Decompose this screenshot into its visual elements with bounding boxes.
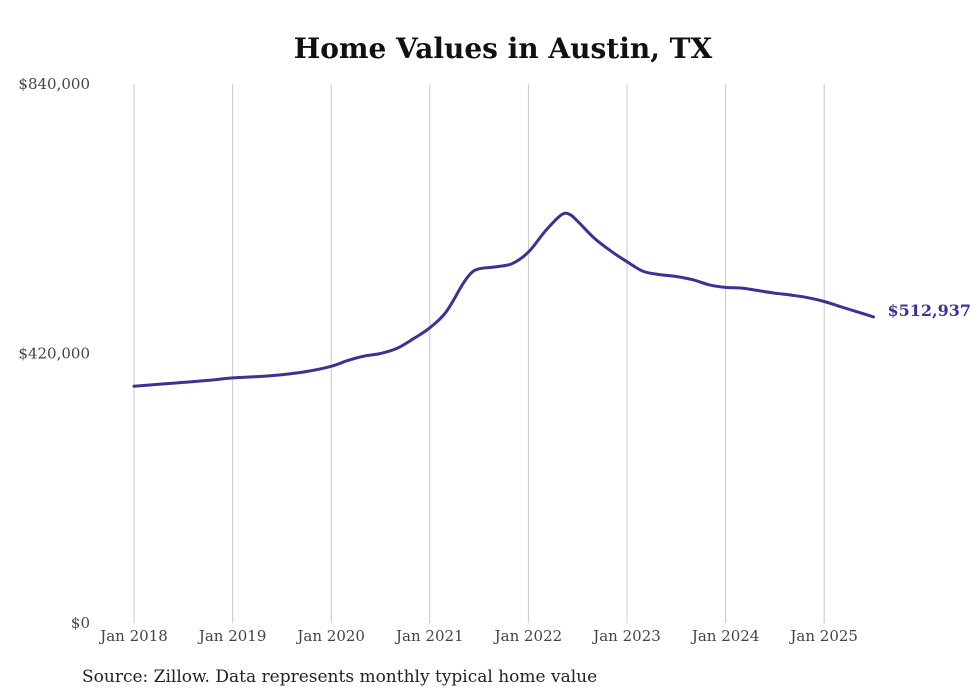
x-tick-label: Jan 2023 <box>591 627 661 645</box>
chart-title: Home Values in Austin, TX <box>293 32 713 65</box>
y-axis-ticks: $0 $420,000 $840,000 <box>18 75 90 632</box>
x-tick-label: Jan 2019 <box>197 627 267 645</box>
x-tick-label: Jan 2025 <box>788 627 858 645</box>
y-tick-label: $420,000 <box>18 345 90 363</box>
end-value-label: $512,937 <box>888 301 972 320</box>
x-axis-ticks: Jan 2018 Jan 2019 Jan 2020 Jan 2021 Jan 2022… <box>98 627 858 645</box>
x-tick-label: Jan 2022 <box>493 627 563 645</box>
x-tick-label: Jan 2020 <box>295 627 365 645</box>
x-tick-label: Jan 2018 <box>98 627 168 645</box>
y-tick-label: $0 <box>71 614 90 632</box>
source-note: Source: Zillow. Data represents monthly … <box>82 667 598 687</box>
x-tick-label: Jan 2024 <box>690 627 760 645</box>
x-tick-label: Jan 2021 <box>394 627 464 645</box>
series-line <box>132 211 875 388</box>
y-tick-label: $840,000 <box>18 75 90 93</box>
gridlines <box>133 84 825 623</box>
